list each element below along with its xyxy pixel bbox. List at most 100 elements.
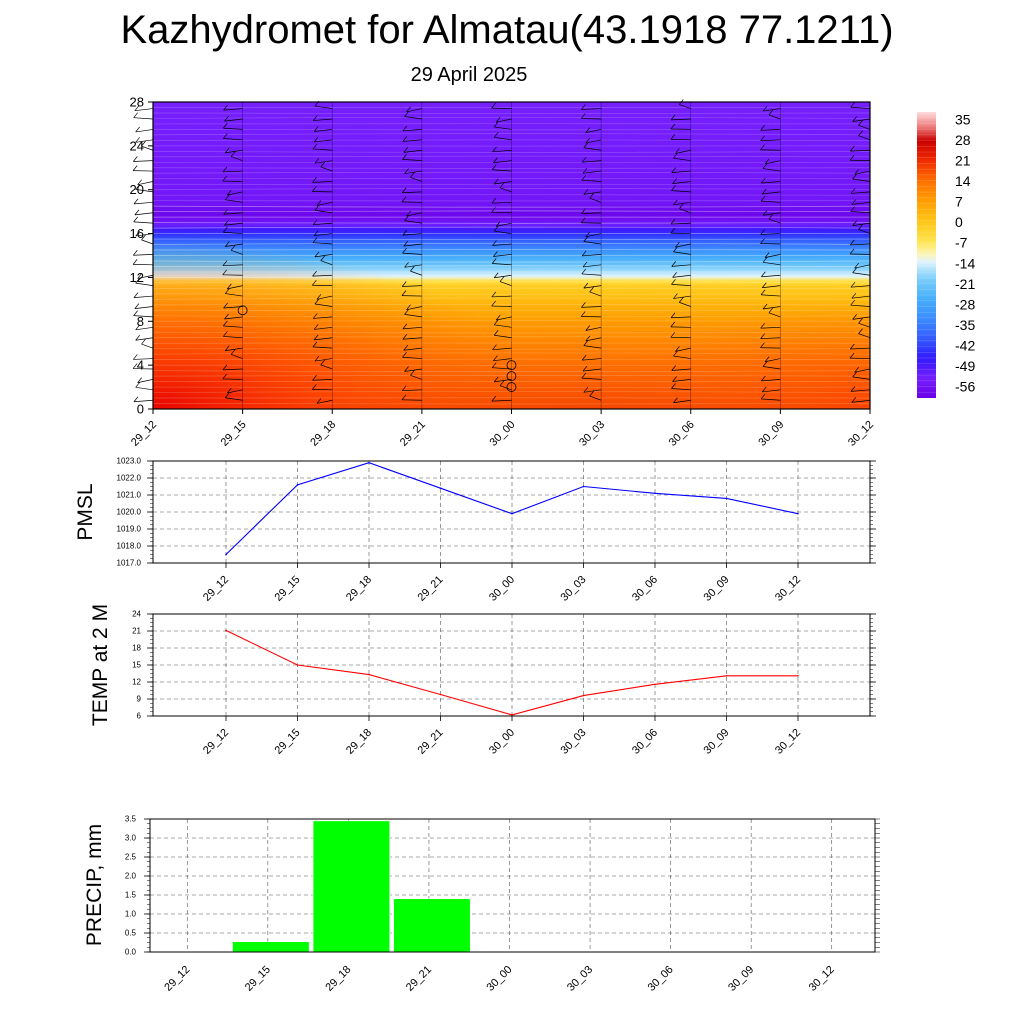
wind-barb — [850, 304, 871, 307]
wind-barb — [410, 270, 422, 276]
wind-barb-feather — [850, 343, 855, 350]
wind-barb-feather — [851, 397, 857, 403]
wind-barb-feather — [491, 291, 497, 298]
wind-barb — [585, 139, 602, 144]
wind-barb-feather — [673, 199, 678, 206]
wind-barb-feather — [402, 334, 408, 340]
wind-barb — [585, 337, 602, 342]
wind-barb-feather — [222, 364, 228, 371]
wind-barb-feather — [761, 177, 766, 184]
wind-barb — [492, 169, 512, 172]
wind-barb-feather — [761, 386, 767, 393]
wind-barb-feather — [493, 319, 499, 326]
wind-barb — [850, 243, 871, 246]
wind-barb — [858, 333, 871, 339]
y-tick-label: 1.5 — [125, 891, 137, 900]
y-tick-label: 2.0 — [125, 872, 137, 881]
y-tick-label: 3.0 — [125, 834, 137, 843]
wind-barb — [671, 118, 691, 121]
precip-frame — [149, 818, 876, 953]
wind-barb — [492, 149, 512, 153]
wind-barb — [312, 181, 333, 183]
wind-barb-feather — [491, 258, 497, 264]
x-tick-label: 29_18 — [344, 574, 374, 604]
wind-barb — [493, 358, 512, 362]
y-tick-label: 1018.0 — [117, 542, 142, 551]
wind-barb-feather — [580, 113, 586, 119]
wind-barb-feather — [850, 102, 855, 108]
pmsl-data-point — [439, 487, 442, 490]
wind-barb-feather — [850, 281, 856, 288]
wind-barb-feather — [312, 341, 318, 348]
wind-barb — [852, 272, 871, 276]
wind-barb-feather — [141, 140, 146, 147]
temp-data-point — [725, 674, 728, 677]
x-tick-label: 29_18 — [344, 727, 374, 757]
wind-barb — [854, 170, 871, 175]
wind-barb-feather — [850, 188, 856, 194]
wind-barb-feather — [495, 221, 501, 227]
wind-barb — [764, 358, 781, 363]
wind-barb-feather — [585, 335, 591, 342]
wind-barb-feather — [320, 255, 326, 261]
wind-barb-feather — [760, 195, 766, 202]
wind-barb — [135, 386, 154, 391]
wind-barb-feather — [135, 137, 140, 143]
wind-barb-feather — [492, 344, 497, 350]
wind-barb-feather — [582, 167, 588, 174]
wind-barb — [402, 129, 422, 132]
wind-barb — [223, 231, 243, 234]
wind-barb-feather — [223, 209, 228, 215]
wind-barb-feather — [223, 104, 228, 111]
x-tick-label: 30_00 — [487, 574, 517, 604]
wind-barb-feather — [135, 184, 140, 190]
wind-barb-feather — [225, 194, 230, 201]
x-tick-label: 30_09 — [756, 419, 786, 449]
wind-barb-feather — [492, 240, 497, 246]
wind-barb-feather — [491, 207, 496, 213]
wind-barb — [858, 322, 871, 328]
wind-barb — [314, 254, 333, 258]
wind-barb-feather — [316, 294, 322, 300]
wind-barb-feather — [224, 115, 229, 122]
wind-barb — [762, 285, 781, 289]
wind-barb-feather — [133, 396, 139, 402]
wind-barb-feather — [679, 297, 684, 303]
wind-barb — [402, 252, 422, 255]
wind-barb-feather — [768, 307, 774, 314]
wind-barb-feather — [406, 106, 411, 113]
wind-barb — [768, 114, 781, 120]
wind-barb-feather — [581, 174, 587, 181]
wind-barb-feather — [401, 187, 407, 193]
wind-barb-feather — [312, 375, 317, 381]
x-tick-label: 30_12 — [773, 574, 803, 604]
x-tick-label: 30_12 — [807, 964, 837, 994]
wind-barb-feather — [135, 126, 140, 133]
wind-barb — [760, 326, 781, 329]
colorbar — [917, 112, 936, 398]
precip-y-axis-label: PRECIP, mm — [83, 824, 106, 946]
wind-barb — [314, 358, 333, 362]
wind-barb-feather — [410, 370, 415, 376]
wind-barb — [672, 181, 691, 184]
wind-barb — [492, 263, 512, 266]
wind-barb — [404, 368, 422, 372]
y-tick-label: 12 — [132, 678, 141, 687]
wind-barb-feather — [672, 376, 677, 382]
wind-barb — [494, 136, 512, 141]
wind-barb — [402, 191, 422, 194]
wind-barb-feather — [141, 338, 146, 345]
wind-barb-feather — [312, 384, 317, 390]
wind-barb-feather — [402, 352, 407, 358]
x-tick-label: 29_15 — [273, 727, 303, 757]
wind-barb — [763, 261, 781, 266]
wind-barb-feather — [403, 240, 409, 247]
wind-barb-feather — [135, 335, 140, 341]
wind-barb — [224, 222, 243, 226]
wind-barb-feather — [493, 132, 499, 138]
wind-barb-feather — [671, 383, 676, 389]
wind-barb — [761, 379, 781, 382]
x-tick-label: 30_12 — [773, 727, 803, 757]
wind-barb — [312, 274, 333, 277]
x-tick-label: 30_00 — [487, 727, 517, 757]
